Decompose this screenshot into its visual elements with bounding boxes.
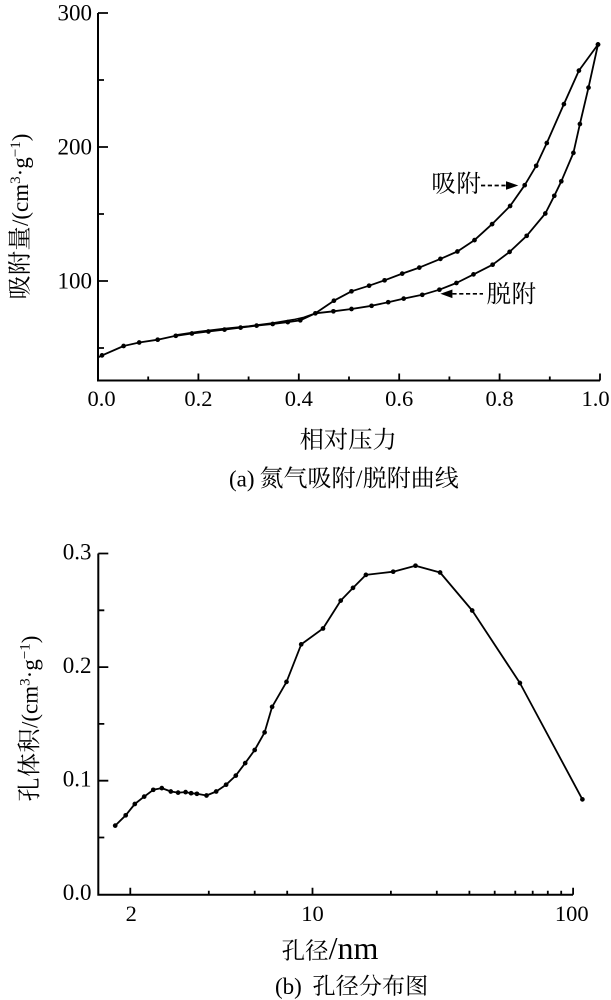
- svg-text:0.2: 0.2: [184, 386, 212, 411]
- svg-text:/(cm3·g−1): /(cm3·g−1): [8, 134, 33, 226]
- svg-text:0.4: 0.4: [285, 386, 313, 411]
- svg-text:0.6: 0.6: [385, 386, 413, 411]
- svg-text:(b): (b): [275, 974, 302, 999]
- svg-text:/: /: [356, 467, 363, 493]
- svg-text:2: 2: [126, 901, 137, 926]
- svg-text:0.0: 0.0: [63, 880, 92, 905]
- svg-text:0.0: 0.0: [87, 386, 115, 411]
- svg-text:1.0: 1.0: [581, 386, 609, 411]
- svg-text:(a): (a): [229, 467, 255, 492]
- svg-text:200: 200: [58, 135, 93, 160]
- svg-text:0.3: 0.3: [63, 539, 92, 564]
- svg-text:0.2: 0.2: [63, 653, 92, 678]
- svg-text:/nm: /nm: [329, 930, 379, 966]
- svg-text:10: 10: [301, 901, 324, 926]
- svg-text:300: 300: [58, 1, 93, 26]
- svg-text:0.8: 0.8: [486, 386, 514, 411]
- svg-text:0.1: 0.1: [63, 767, 92, 792]
- svg-text:100: 100: [58, 269, 93, 294]
- svg-text:100: 100: [555, 901, 589, 926]
